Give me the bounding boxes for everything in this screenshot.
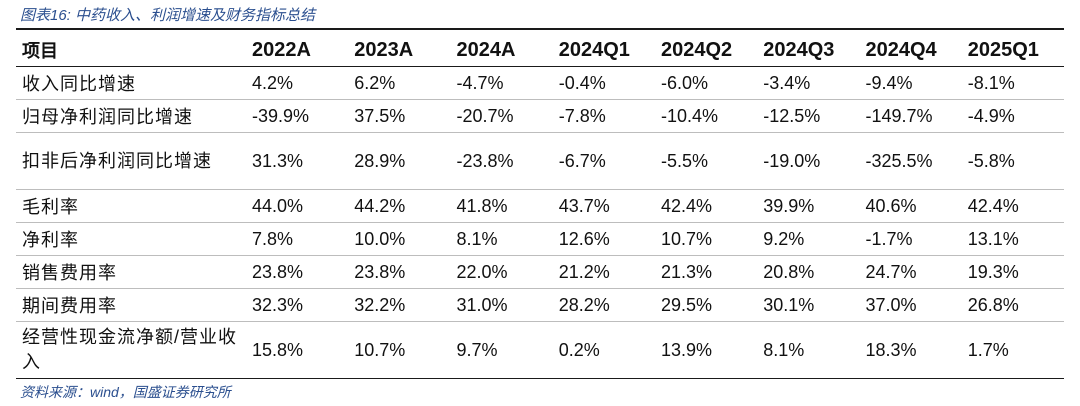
figure-title: 图表16: 中药收入、利润增速及财务指标总结 (20, 7, 316, 24)
table-cell: 21.3% (655, 255, 758, 289)
table-cell: -6.0% (655, 66, 758, 100)
row-label: 收入同比增速 (16, 66, 246, 100)
table-cell: 44.0% (246, 189, 349, 223)
table-cell: 7.8% (246, 222, 349, 256)
row-label: 经营性现金流净额/营业收入 (16, 321, 246, 379)
table-cell: 13.1% (961, 222, 1064, 256)
table-cell: 42.4% (655, 189, 758, 223)
row-label: 净利率 (16, 222, 246, 256)
table-row: 期间费用率 32.3% 32.2% 31.0% 28.2% 29.5% 30.1… (16, 288, 1064, 322)
table-cell: -10.4% (655, 99, 758, 133)
table-cell: -12.5% (757, 99, 860, 133)
table-cell: -5.8% (961, 132, 1064, 190)
table-cell: -3.4% (757, 66, 860, 100)
table-cell: 29.5% (655, 288, 758, 322)
table-cell: 23.8% (348, 255, 451, 289)
top-rule (16, 28, 1064, 30)
table-cell: 32.3% (246, 288, 349, 322)
table-cell: -39.9% (246, 99, 349, 133)
table-cell: 9.2% (757, 222, 860, 256)
table-cell: 21.2% (552, 255, 655, 289)
table-cell: 18.3% (859, 321, 962, 379)
financial-summary-table: 项目 2022A 2023A 2024A 2024Q1 2024Q2 2024Q… (16, 34, 1064, 379)
table-row: 毛利率 44.0% 44.2% 41.8% 43.7% 42.4% 39.9% … (16, 189, 1064, 223)
table-cell: 32.2% (348, 288, 451, 322)
table-cell: 39.9% (757, 189, 860, 223)
table-cell: -325.5% (859, 132, 962, 190)
row-label: 毛利率 (16, 189, 246, 223)
table-cell: 20.8% (757, 255, 860, 289)
table-cell: 10.0% (348, 222, 451, 256)
table-cell: 15.8% (246, 321, 349, 379)
table-cell: 19.3% (961, 255, 1064, 289)
table-cell: 8.1% (450, 222, 553, 256)
table-cell: 10.7% (348, 321, 451, 379)
header-row: 项目 2022A 2023A 2024A 2024Q1 2024Q2 2024Q… (16, 34, 1064, 67)
table-cell: 0.2% (552, 321, 655, 379)
header-2024q3: 2024Q3 (757, 34, 860, 67)
table-cell: -5.5% (655, 132, 758, 190)
header-2025q1: 2025Q1 (961, 34, 1064, 67)
table-cell: -19.0% (757, 132, 860, 190)
row-label: 归母净利润同比增速 (16, 99, 246, 133)
table-cell: 4.2% (246, 66, 349, 100)
table-cell: 44.2% (348, 189, 451, 223)
table-cell: -23.8% (450, 132, 553, 190)
table-cell: 24.7% (859, 255, 962, 289)
header-2023a: 2023A (348, 34, 451, 67)
table-cell: -1.7% (859, 222, 962, 256)
table-cell: 28.9% (348, 132, 451, 190)
table-cell: 23.8% (246, 255, 349, 289)
table-cell: -20.7% (450, 99, 553, 133)
table-cell: -149.7% (859, 99, 962, 133)
table-cell: 41.8% (450, 189, 553, 223)
table-cell: 28.2% (552, 288, 655, 322)
table-cell: -9.4% (859, 66, 962, 100)
table-cell: 10.7% (655, 222, 758, 256)
table-cell: 31.3% (246, 132, 349, 190)
table-row: 归母净利润同比增速 -39.9% 37.5% -20.7% -7.8% -10.… (16, 99, 1064, 133)
header-2024a: 2024A (450, 34, 553, 67)
table-cell: -6.7% (552, 132, 655, 190)
table-cell: 1.7% (961, 321, 1064, 379)
table-cell: 13.9% (655, 321, 758, 379)
header-2024q1: 2024Q1 (552, 34, 655, 67)
table-cell: -7.8% (552, 99, 655, 133)
table-row: 扣非后净利润同比增速 31.3% 28.9% -23.8% -6.7% -5.5… (16, 132, 1064, 190)
table-cell: -4.7% (450, 66, 553, 100)
header-2022a: 2022A (246, 34, 349, 67)
row-label: 扣非后净利润同比增速 (16, 132, 246, 190)
table-cell: -4.9% (961, 99, 1064, 133)
row-label: 销售费用率 (16, 255, 246, 289)
table-cell: 9.7% (450, 321, 553, 379)
table-cell: 8.1% (757, 321, 860, 379)
table-row: 净利率 7.8% 10.0% 8.1% 12.6% 10.7% 9.2% -1.… (16, 222, 1064, 256)
table-row: 经营性现金流净额/营业收入 15.8% 10.7% 9.7% 0.2% 13.9… (16, 321, 1064, 379)
table-cell: 37.5% (348, 99, 451, 133)
table-cell: 37.0% (859, 288, 962, 322)
header-2024q4: 2024Q4 (859, 34, 962, 67)
table-cell: 12.6% (552, 222, 655, 256)
table-cell: 40.6% (859, 189, 962, 223)
header-2024q2: 2024Q2 (655, 34, 758, 67)
table-row: 销售费用率 23.8% 23.8% 22.0% 21.2% 21.3% 20.8… (16, 255, 1064, 289)
table-cell: 43.7% (552, 189, 655, 223)
table-cell: -8.1% (961, 66, 1064, 100)
table-row: 收入同比增速 4.2% 6.2% -4.7% -0.4% -6.0% -3.4%… (16, 66, 1064, 100)
table-cell: -0.4% (552, 66, 655, 100)
row-label: 期间费用率 (16, 288, 246, 322)
header-item: 项目 (16, 34, 246, 67)
table-cell: 6.2% (348, 66, 451, 100)
table-cell: 42.4% (961, 189, 1064, 223)
table-cell: 26.8% (961, 288, 1064, 322)
source-note: 资料来源：wind，国盛证券研究所 (20, 384, 231, 400)
table-cell: 22.0% (450, 255, 553, 289)
table-cell: 30.1% (757, 288, 860, 322)
table-cell: 31.0% (450, 288, 553, 322)
